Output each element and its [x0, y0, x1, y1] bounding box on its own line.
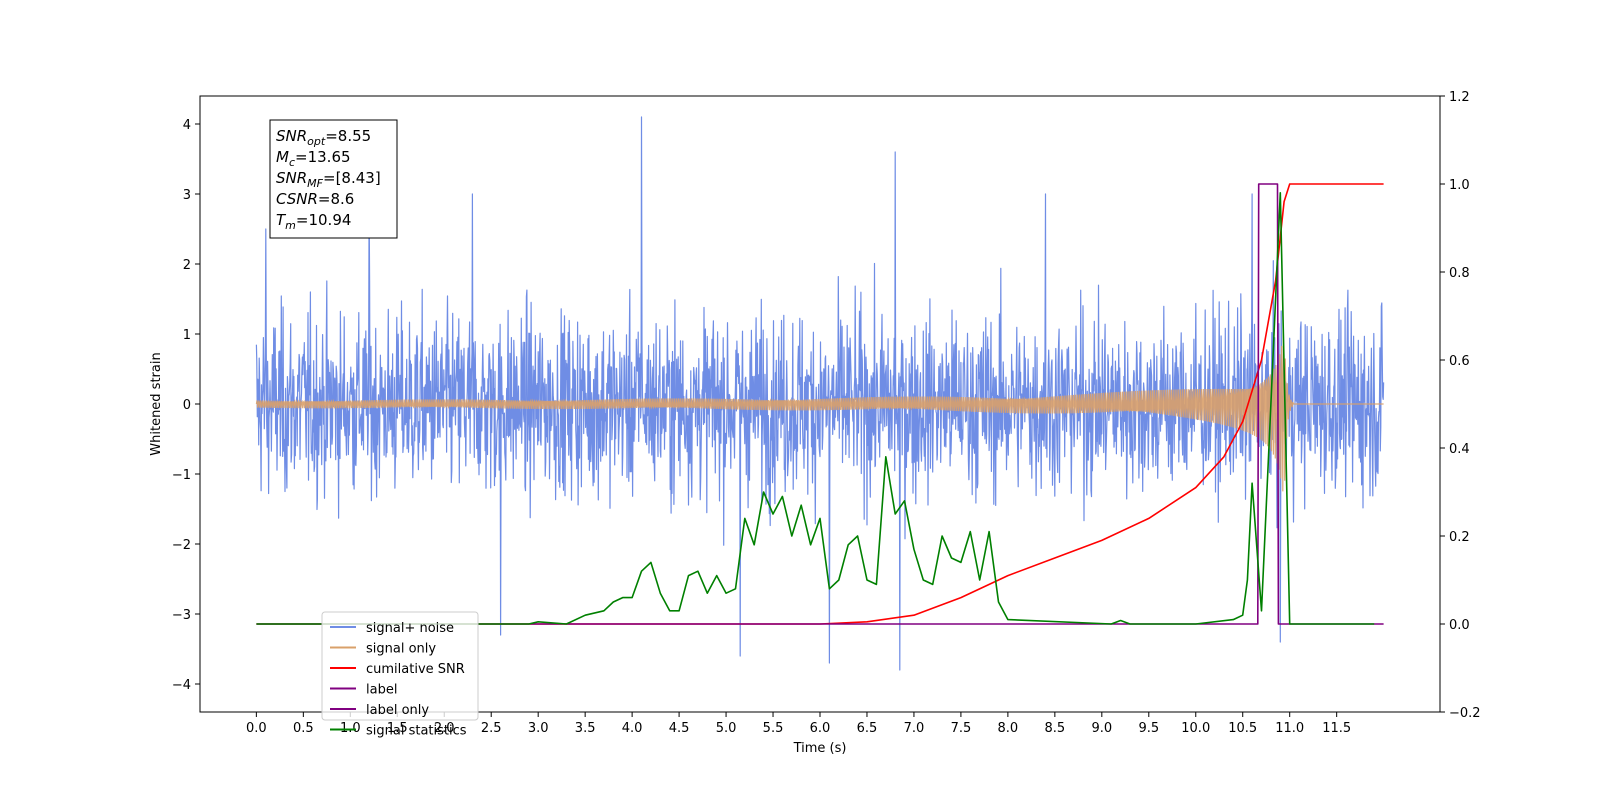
y-tick-label: −4: [172, 678, 191, 693]
x-axis: 0.00.51.01.52.02.53.03.54.04.55.05.56.06…: [246, 712, 1351, 736]
legend-label: signal only: [366, 642, 436, 657]
x-tick-label: 9.5: [1138, 721, 1159, 736]
x-tick-label: 8.5: [1045, 721, 1066, 736]
y2-tick-label: 0.8: [1449, 266, 1470, 281]
x-tick-label: 6.0: [810, 721, 831, 736]
y-tick-label: 1: [183, 328, 191, 343]
y-axis-left: −4 −3 −2 −1 0 1 2 3 4: [172, 118, 200, 693]
y2-tick-label: 1.0: [1449, 178, 1470, 193]
legend-frame: [321, 611, 479, 721]
y-axis-label: Whitened strain: [149, 352, 164, 455]
x-tick-label: 11.0: [1275, 721, 1304, 736]
annotation-line: Mc=13.65: [276, 148, 351, 169]
x-tick-label: 10.5: [1228, 721, 1257, 736]
x-tick-label: 0.0: [246, 721, 267, 736]
x-tick-label: 8.0: [998, 721, 1019, 736]
x-tick-label: 0.5: [293, 721, 314, 736]
legend: signal+ noise signal only cumilative SNR la…: [321, 611, 479, 739]
x-tick-label: 4.0: [622, 721, 643, 736]
y-tick-label: 4: [183, 118, 191, 133]
x-tick-label: 5.5: [763, 721, 784, 736]
plot-area: [255, 116, 1385, 671]
x-tick-label: 2.0: [434, 721, 455, 736]
x-tick-label: 4.5: [669, 721, 690, 736]
legend-label: signal+ noise: [366, 621, 454, 636]
annotation-line: SNRopt=8.55: [276, 127, 371, 148]
y2-tick-label: −0.2: [1449, 706, 1481, 721]
annotation-frame: [269, 119, 398, 239]
x-tick-label: 2.5: [481, 721, 502, 736]
y2-tick-label: 0.4: [1449, 442, 1470, 457]
y-tick-label: −1: [172, 468, 191, 483]
y-tick-label: 0: [183, 398, 191, 413]
y2-tick-label: 0.6: [1449, 354, 1470, 369]
y-tick-label: −3: [172, 608, 191, 623]
legend-label: label only: [366, 703, 429, 718]
x-tick-label: 11.5: [1322, 721, 1351, 736]
x-axis-label: Time (s): [793, 741, 847, 756]
annotation-line: SNRMF=[8.43]: [276, 169, 381, 190]
series-signal-statistics: [256, 192, 1375, 625]
x-tick-label: 1.5: [387, 721, 408, 736]
y-tick-label: 2: [183, 258, 191, 273]
x-tick-label: 5.0: [716, 721, 737, 736]
y-axis-right: −0.2 0.0 0.2 0.4 0.6 0.8 1.0 1.2: [1440, 90, 1481, 721]
legend-label: cumilative SNR: [366, 662, 465, 677]
x-tick-label: 3.5: [575, 721, 596, 736]
y2-tick-label: 0.2: [1449, 530, 1470, 545]
y2-tick-label: 1.2: [1449, 90, 1470, 105]
legend-label: signal statistics: [366, 724, 467, 739]
annotation-line: Tm=10.94: [276, 211, 351, 232]
legend-label: label: [366, 683, 397, 698]
x-tick-label: 3.0: [528, 721, 549, 736]
series-signal-noise: [255, 116, 1385, 671]
series-signal-only: [255, 333, 1384, 492]
x-tick-label: 6.5: [857, 721, 878, 736]
x-tick-label: 7.5: [951, 721, 972, 736]
x-tick-label: 9.0: [1091, 721, 1112, 736]
y-tick-label: 3: [183, 188, 191, 203]
annotation-line: CSNR=8.6: [276, 190, 354, 208]
x-tick-label: 7.0: [904, 721, 925, 736]
x-tick-label: 10.0: [1181, 721, 1210, 736]
y2-tick-label: 0.0: [1449, 618, 1470, 633]
y-tick-label: −2: [172, 538, 191, 553]
